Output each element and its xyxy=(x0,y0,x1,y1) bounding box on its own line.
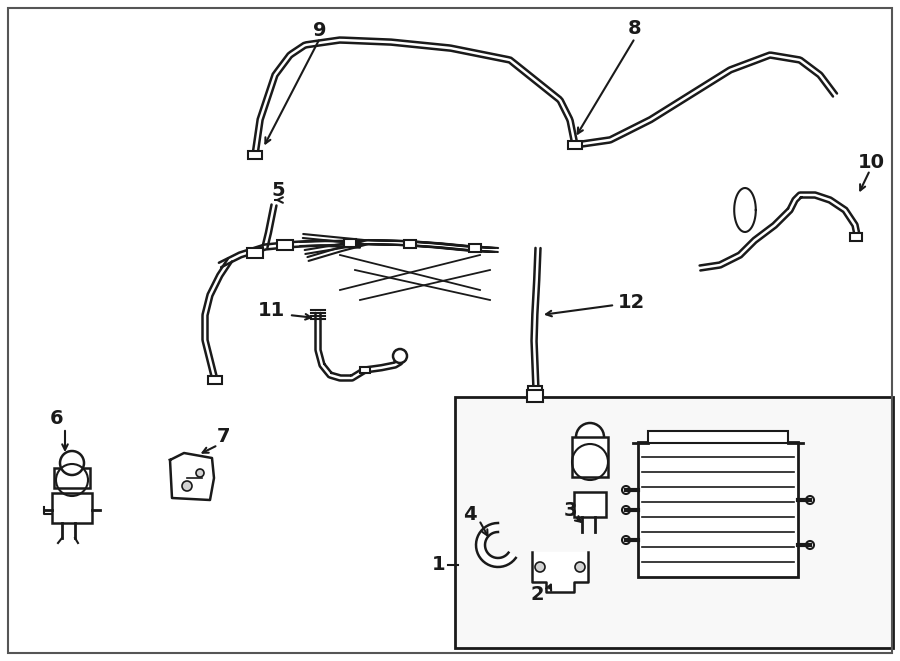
Bar xyxy=(574,492,606,517)
Circle shape xyxy=(575,562,585,572)
Circle shape xyxy=(535,562,545,572)
Bar xyxy=(54,468,90,488)
Polygon shape xyxy=(532,552,588,592)
Text: 9: 9 xyxy=(313,20,327,40)
Text: 5: 5 xyxy=(271,180,284,200)
Polygon shape xyxy=(734,188,756,232)
Bar xyxy=(248,151,262,159)
Circle shape xyxy=(806,541,814,549)
Bar xyxy=(648,431,788,443)
Polygon shape xyxy=(170,453,214,500)
Circle shape xyxy=(806,496,814,504)
Circle shape xyxy=(576,423,604,451)
Circle shape xyxy=(622,486,630,494)
Circle shape xyxy=(60,451,84,475)
Text: 3: 3 xyxy=(563,500,577,520)
Bar xyxy=(638,442,798,577)
Circle shape xyxy=(622,506,630,514)
Text: 6: 6 xyxy=(50,408,64,428)
Text: 7: 7 xyxy=(217,428,230,446)
Bar xyxy=(277,240,293,250)
Bar xyxy=(528,386,542,394)
Bar xyxy=(455,397,893,648)
Circle shape xyxy=(622,536,630,544)
Bar xyxy=(572,437,608,477)
Circle shape xyxy=(196,469,204,477)
Polygon shape xyxy=(476,523,516,567)
Bar xyxy=(850,233,862,241)
Bar xyxy=(247,248,263,258)
Text: 11: 11 xyxy=(257,301,285,319)
Bar xyxy=(527,390,543,402)
Text: 2: 2 xyxy=(530,586,544,605)
Bar xyxy=(208,376,222,384)
Bar xyxy=(404,240,416,248)
Text: 4: 4 xyxy=(464,506,477,524)
Text: 1: 1 xyxy=(431,555,445,574)
Bar xyxy=(52,493,92,523)
Text: 12: 12 xyxy=(618,293,645,311)
Bar xyxy=(360,367,370,373)
Bar xyxy=(568,141,582,149)
Bar xyxy=(344,239,356,247)
Circle shape xyxy=(182,481,192,491)
Circle shape xyxy=(393,349,407,363)
Text: 8: 8 xyxy=(628,19,642,38)
Text: 10: 10 xyxy=(858,153,885,171)
Bar xyxy=(469,244,481,252)
